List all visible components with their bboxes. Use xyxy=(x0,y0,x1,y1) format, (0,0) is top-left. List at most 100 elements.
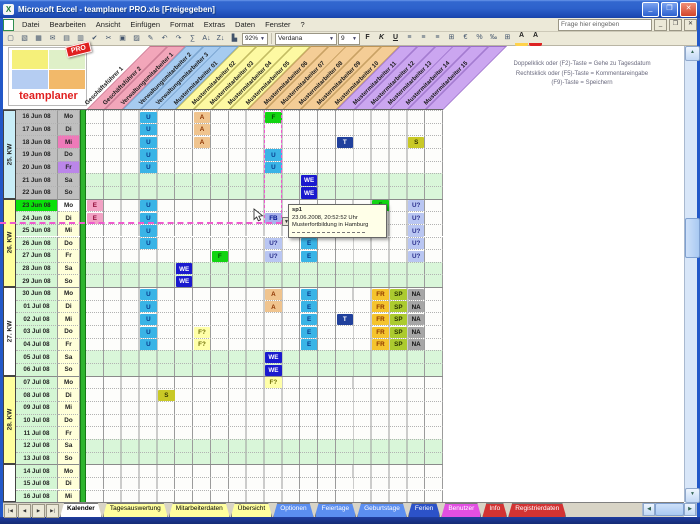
tab-nav-3[interactable]: ▶| xyxy=(46,504,59,518)
day-row-cells[interactable] xyxy=(86,489,443,503)
weekday-cell[interactable]: Di xyxy=(58,211,80,224)
menu-fenster[interactable]: Fenster xyxy=(265,20,291,29)
entry-chip-sp[interactable]: SP xyxy=(390,288,407,301)
entry-chip-f[interactable]: F xyxy=(265,111,282,123)
borders-button[interactable]: ⊞ xyxy=(504,33,511,41)
copy-icon[interactable]: ▣ xyxy=(119,35,126,42)
weekday-cell[interactable]: Sa xyxy=(58,350,80,363)
doc-minimize-button[interactable]: _ xyxy=(654,18,667,31)
entry-chip-na[interactable]: NA xyxy=(407,339,425,351)
entry-chip-sp[interactable]: SP xyxy=(390,313,407,326)
entry-chip-u[interactable]: U? xyxy=(407,238,425,250)
entry-chip-u[interactable]: U? xyxy=(265,250,282,263)
weekday-cell[interactable]: So xyxy=(58,451,80,465)
weekday-cell[interactable]: So xyxy=(58,363,80,376)
sheet-tab-tagesauswertung[interactable]: Tagesauswertung xyxy=(103,503,168,517)
date-cell[interactable]: 19 Jun 08 xyxy=(16,147,58,161)
entry-chip-f[interactable]: F xyxy=(211,250,229,263)
print-preview-icon[interactable]: ▥ xyxy=(77,35,84,42)
day-row-cells[interactable] xyxy=(86,451,443,465)
entry-chip-s[interactable]: S xyxy=(158,389,175,402)
entry-chip-u[interactable]: U? xyxy=(265,238,282,250)
underline-button[interactable]: U xyxy=(392,33,398,41)
entry-chip-fr[interactable]: FR xyxy=(372,288,389,301)
day-row-cells[interactable] xyxy=(86,438,443,452)
day-row-cells[interactable]: U U? E U? xyxy=(86,236,443,250)
weekday-cell[interactable]: Mo xyxy=(58,375,80,389)
save-icon[interactable]: ▦ xyxy=(35,35,42,42)
weekday-cell[interactable]: Do xyxy=(58,236,80,250)
autosum-icon[interactable]: ∑ xyxy=(190,35,195,42)
entry-chip-we[interactable]: WE xyxy=(265,351,282,364)
entry-chip-e[interactable]: E xyxy=(300,339,318,351)
weekday-cell[interactable]: Mi xyxy=(58,489,80,503)
redo-icon[interactable]: ↷ xyxy=(175,35,182,42)
thousands-button[interactable]: ‰ xyxy=(489,33,497,41)
day-row-cells[interactable]: F? xyxy=(86,375,443,389)
tab-nav-1[interactable]: ◀ xyxy=(18,504,31,518)
sheet-tab-kalender[interactable]: Kalender xyxy=(60,503,102,517)
weekday-cell[interactable]: Fr xyxy=(58,160,80,174)
weekday-cell[interactable]: Mo xyxy=(58,464,80,477)
entry-chip-s[interactable]: S xyxy=(407,136,425,149)
date-cell[interactable]: 09 Jul 08 xyxy=(16,400,58,414)
menu-datei[interactable]: Datei xyxy=(22,20,40,29)
date-cell[interactable]: 15 Jul 08 xyxy=(16,476,58,490)
sheet-tab-mitarbeiterdaten[interactable]: Mitarbeiterdaten xyxy=(169,503,230,517)
weekday-cell[interactable]: Do xyxy=(58,413,80,427)
entry-chip-u[interactable]: U xyxy=(140,313,157,326)
day-row-cells[interactable] xyxy=(86,413,443,427)
entry-chip-fr[interactable]: FR xyxy=(372,339,389,351)
align-center-button[interactable]: ≡ xyxy=(421,33,426,41)
date-cell[interactable]: 21 Jun 08 xyxy=(16,173,58,186)
date-cell[interactable]: 26 Jun 08 xyxy=(16,236,58,250)
weekday-cell[interactable]: Di xyxy=(58,299,80,313)
date-cell[interactable]: 29 Jun 08 xyxy=(16,274,58,288)
menu-einf-gen[interactable]: Einfügen xyxy=(130,20,161,29)
doc-restore-button[interactable]: ❐ xyxy=(669,18,682,31)
entry-chip-u[interactable]: U xyxy=(140,212,157,225)
entry-chip-a[interactable]: A xyxy=(265,301,282,313)
weekday-cell[interactable]: Do xyxy=(58,325,80,338)
weekday-cell[interactable]: Mi xyxy=(58,312,80,326)
new-icon[interactable]: ▢ xyxy=(7,35,14,42)
entry-chip-fr[interactable]: FR xyxy=(372,313,389,326)
weekday-cell[interactable]: Sa xyxy=(58,438,80,452)
entry-chip-na[interactable]: NA xyxy=(407,326,425,339)
entry-chip-e[interactable]: E xyxy=(86,200,104,212)
sheet-tab-bersicht[interactable]: Übersicht xyxy=(231,503,272,517)
close-button[interactable]: ✕ xyxy=(680,1,697,17)
entry-chip-a[interactable]: A xyxy=(265,288,282,301)
entry-chip-e[interactable]: E xyxy=(300,288,318,301)
day-row-cells[interactable]: U U? xyxy=(86,223,443,237)
entry-chip-sp[interactable]: SP xyxy=(390,301,407,313)
entry-chip-u[interactable]: U? xyxy=(407,225,425,237)
weekday-cell[interactable]: Mo xyxy=(58,110,80,123)
day-row-cells[interactable]: U F? E FR SP NA xyxy=(86,337,443,351)
day-row-cells[interactable] xyxy=(86,400,443,414)
maximize-button[interactable]: ❐ xyxy=(661,1,678,17)
date-cell[interactable]: 13 Jul 08 xyxy=(16,451,58,465)
print-icon[interactable]: ▤ xyxy=(63,35,70,42)
date-cell[interactable]: 04 Jul 08 xyxy=(16,337,58,351)
menu-[interactable]: ? xyxy=(300,20,305,29)
entry-chip-na[interactable]: NA xyxy=(407,288,425,301)
entry-chip-a[interactable]: A xyxy=(193,111,211,123)
day-row-cells[interactable]: U A E FR SP NA xyxy=(86,299,443,313)
entry-chip-sp[interactable]: SP xyxy=(390,339,407,351)
weekday-cell[interactable]: Mo xyxy=(58,198,80,212)
tab-nav-2[interactable]: ▶ xyxy=(32,504,45,518)
entry-chip-u[interactable]: U xyxy=(140,124,157,136)
weekday-cell[interactable]: Di xyxy=(58,122,80,136)
date-cell[interactable]: 16 Jun 08 xyxy=(16,110,58,123)
date-cell[interactable]: 12 Jul 08 xyxy=(16,438,58,452)
menu-extras[interactable]: Extras xyxy=(203,20,226,29)
entry-chip-u[interactable]: U xyxy=(140,326,157,339)
date-cell[interactable]: 20 Jun 08 xyxy=(16,160,58,174)
percent-button[interactable]: % xyxy=(476,33,483,41)
week-cell-28-kw[interactable]: 28. KW xyxy=(3,375,16,465)
scroll-right-button[interactable]: ▶ xyxy=(684,503,696,516)
date-cell[interactable]: 27 Jun 08 xyxy=(16,249,58,262)
weekday-cell[interactable]: Mi xyxy=(58,400,80,414)
weekday-cell[interactable]: So xyxy=(58,185,80,199)
